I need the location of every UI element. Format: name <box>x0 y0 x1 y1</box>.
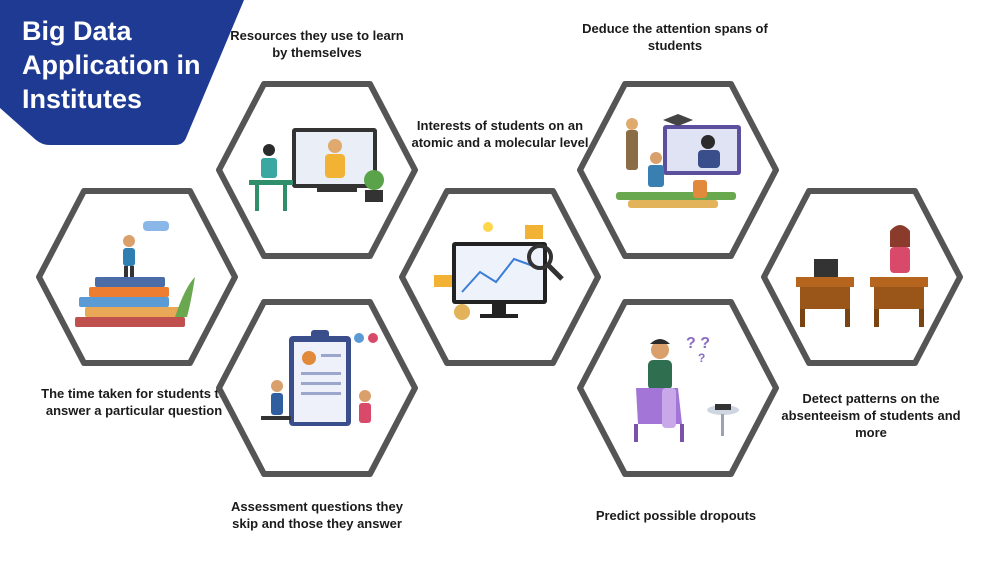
online-class-icon <box>249 128 384 211</box>
hexagon-assessment <box>215 298 419 478</box>
thinking-student-icon: ? ? ? <box>634 335 739 442</box>
hexagon-attention <box>576 80 780 260</box>
caption-assessment: Assessment questions they skip and those… <box>231 499 403 531</box>
caption-attention: Deduce the attention spans of students <box>582 21 768 53</box>
svg-text:?: ? <box>698 351 705 365</box>
hexagon-absenteeism <box>760 187 964 367</box>
hexagon-dropouts: ? ? ? <box>576 298 780 478</box>
svg-text:? ?: ? ? <box>686 335 710 352</box>
hexagon-time-taken <box>35 187 239 367</box>
hexagon-resources <box>215 80 419 260</box>
classroom-desks-icon <box>796 225 928 327</box>
assessment-board-icon <box>261 330 378 426</box>
caption-interests: Interests of students on an atomic and a… <box>411 118 589 150</box>
title-banner: Big Data Application in Institutes <box>0 0 250 145</box>
data-analysis-icon <box>434 222 564 320</box>
caption-dropouts: Predict possible dropouts <box>595 508 757 523</box>
caption-resources: Resources they use to learn by themselve… <box>230 28 404 60</box>
hexagon-interests <box>398 187 602 367</box>
page-title: Big Data Application in Institutes <box>22 16 201 114</box>
caption-absenteeism: Detect patterns on the absenteeism of st… <box>781 391 961 440</box>
caption-time-taken: The time taken for students to answer a … <box>41 386 227 418</box>
books-stack-icon <box>75 221 195 327</box>
video-lecture-icon <box>616 114 741 208</box>
